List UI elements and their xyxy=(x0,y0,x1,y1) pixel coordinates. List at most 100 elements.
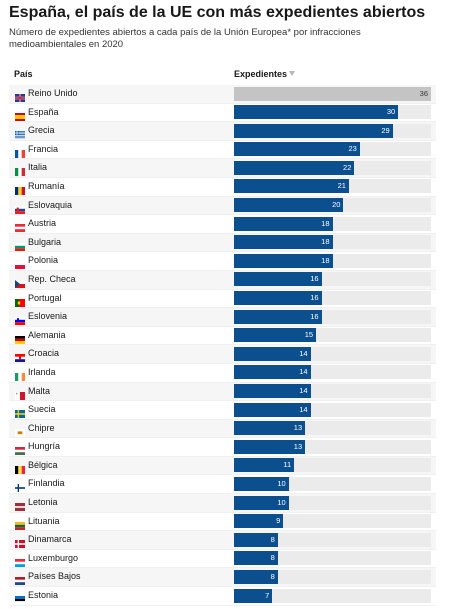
bar-track: 11 xyxy=(234,458,431,473)
bar: 7 xyxy=(234,588,273,603)
bar-value-label: 14 xyxy=(299,367,308,377)
table-row: Portugal 16 xyxy=(9,290,436,309)
bar: 14 xyxy=(234,402,311,417)
table-row: España 30 xyxy=(9,104,436,123)
bar: 18 xyxy=(234,216,333,231)
country-label: Francia xyxy=(28,143,59,154)
bar: 14 xyxy=(234,346,311,361)
table-row: Lituania 9 xyxy=(9,513,436,532)
bar-track: 16 xyxy=(234,309,431,324)
bar: 21 xyxy=(234,179,349,194)
bar-track: 7 xyxy=(234,588,431,603)
bar-track: 8 xyxy=(234,532,431,547)
bar-value-label: 29 xyxy=(381,125,390,135)
bar: 8 xyxy=(234,569,278,584)
bar-value-label: 16 xyxy=(310,293,319,303)
flag-si-icon xyxy=(15,312,25,326)
table-header: País Expedientes xyxy=(9,63,436,86)
country-label: Portugal xyxy=(28,292,62,303)
table-row: Hungría 13 xyxy=(9,438,436,457)
table-row: Letonia 10 xyxy=(9,494,436,513)
bar-track: 21 xyxy=(234,179,431,194)
flag-be-icon xyxy=(15,461,25,474)
country-label: Hungría xyxy=(28,441,61,452)
bar-value-label: 8 xyxy=(270,553,275,563)
country-label: Polonia xyxy=(28,255,59,266)
table-row: Polonia 18 xyxy=(9,252,436,271)
flag-pl-icon xyxy=(15,256,25,270)
bar-track: 10 xyxy=(234,476,431,491)
country-label: España xyxy=(28,106,59,117)
bar: 20 xyxy=(234,198,344,213)
bar-track: 22 xyxy=(234,160,431,175)
country-label: Grecia xyxy=(28,125,55,136)
flag-lt-icon xyxy=(15,517,25,530)
bar: 16 xyxy=(234,291,322,306)
bar: 13 xyxy=(234,421,306,436)
bar-track: 18 xyxy=(234,235,431,250)
flag-it-icon xyxy=(15,163,25,177)
table-row: Croacia 14 xyxy=(9,345,436,364)
bar-value-label: 14 xyxy=(299,404,308,414)
table-row: Estonia 7 xyxy=(9,587,436,606)
table-row: Reino Unido 36 xyxy=(9,85,436,104)
bar-track: 9 xyxy=(234,514,431,529)
flag-lv-icon xyxy=(15,498,25,512)
bar-track: 14 xyxy=(234,384,431,398)
bar-value-label: 18 xyxy=(321,218,330,228)
bar: 22 xyxy=(234,160,355,175)
bar-track: 18 xyxy=(234,253,431,268)
value-column-header[interactable]: Expedientes xyxy=(234,69,288,79)
table-row: Dinamarca 8 xyxy=(9,531,436,550)
bar-track: 20 xyxy=(234,198,431,213)
country-label: Alemania xyxy=(28,329,66,340)
flag-de-icon xyxy=(15,331,25,344)
bar: 10 xyxy=(234,476,289,491)
country-label: Italia xyxy=(28,162,48,173)
flag-nl-icon xyxy=(15,572,25,586)
chart-container: España, el país de la UE con más expedie… xyxy=(9,4,436,606)
bar-value-label: 15 xyxy=(304,330,314,340)
country-label: Croacia xyxy=(28,348,60,359)
table-row: Rumanía 21 xyxy=(9,178,436,197)
flag-mt-icon xyxy=(15,387,25,400)
bar-value-label: 23 xyxy=(348,144,357,154)
flag-fi-icon xyxy=(15,479,25,493)
table-row: Grecia 29 xyxy=(9,122,436,141)
chart-title: España, el país de la UE con más expedie… xyxy=(9,4,426,21)
bar: 8 xyxy=(234,551,278,566)
bar: 14 xyxy=(234,384,311,398)
bar-value-label: 10 xyxy=(277,478,286,488)
bar: 14 xyxy=(234,365,311,380)
flag-uk-icon xyxy=(15,89,25,102)
table-row: Eslovenia 16 xyxy=(9,308,436,327)
bar-value-label: 13 xyxy=(293,441,303,451)
table-row: Alemania 15 xyxy=(9,327,436,346)
flag-cy-icon xyxy=(15,424,25,437)
table-row: Bélgica 11 xyxy=(9,456,436,476)
bar: 8 xyxy=(234,532,278,547)
bar: 16 xyxy=(234,272,322,287)
flag-bg-icon xyxy=(15,238,25,251)
sort-arrow-icon[interactable] xyxy=(289,71,295,76)
flag-cz-icon xyxy=(15,275,25,288)
country-label: Austria xyxy=(28,218,57,229)
flag-pt-icon xyxy=(15,294,25,307)
flag-at-icon xyxy=(15,219,25,233)
bar: 36 xyxy=(234,86,431,101)
bar-track: 16 xyxy=(234,272,431,287)
bar-track: 15 xyxy=(234,328,431,343)
bar-value-label: 21 xyxy=(337,181,346,191)
bar-value-label: 8 xyxy=(270,534,275,544)
table-row: Italia 22 xyxy=(9,159,436,178)
country-label: Reino Unido xyxy=(28,88,78,98)
table-row: Chipre 13 xyxy=(9,419,436,439)
flag-dk-icon xyxy=(15,535,25,549)
bar-value-label: 10 xyxy=(277,497,286,507)
flag-ie-icon xyxy=(15,368,25,381)
flag-ee-icon xyxy=(15,591,25,605)
country-column-header[interactable]: País xyxy=(14,69,33,79)
flag-ro-icon xyxy=(15,182,25,195)
bar-track: 16 xyxy=(234,291,431,306)
country-label: Letonia xyxy=(28,497,58,508)
